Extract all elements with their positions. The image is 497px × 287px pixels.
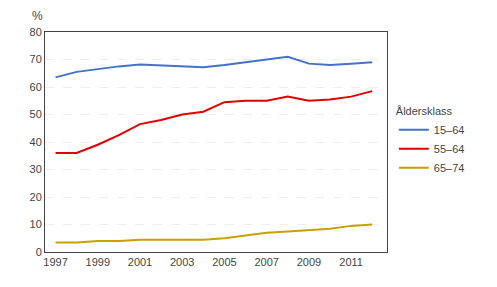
svg-text:50: 50 bbox=[30, 108, 42, 120]
svg-text:%: % bbox=[32, 9, 43, 23]
svg-text:Åldersklass: Åldersklass bbox=[396, 105, 453, 117]
svg-text:15–64: 15–64 bbox=[434, 124, 465, 136]
svg-text:0: 0 bbox=[36, 246, 42, 258]
svg-text:2003: 2003 bbox=[170, 256, 194, 268]
svg-text:40: 40 bbox=[30, 136, 42, 148]
svg-text:2001: 2001 bbox=[128, 256, 152, 268]
svg-text:1997: 1997 bbox=[43, 256, 67, 268]
svg-text:1999: 1999 bbox=[86, 256, 110, 268]
svg-text:65–74: 65–74 bbox=[434, 162, 465, 174]
svg-text:55–64: 55–64 bbox=[434, 143, 465, 155]
svg-text:2011: 2011 bbox=[339, 256, 363, 268]
svg-text:80: 80 bbox=[30, 26, 42, 38]
svg-text:2009: 2009 bbox=[297, 256, 321, 268]
svg-text:70: 70 bbox=[30, 53, 42, 65]
svg-text:10: 10 bbox=[30, 218, 42, 230]
svg-text:2005: 2005 bbox=[212, 256, 236, 268]
svg-text:20: 20 bbox=[30, 191, 42, 203]
svg-text:30: 30 bbox=[30, 163, 42, 175]
svg-text:60: 60 bbox=[30, 81, 42, 93]
svg-text:2007: 2007 bbox=[254, 256, 278, 268]
